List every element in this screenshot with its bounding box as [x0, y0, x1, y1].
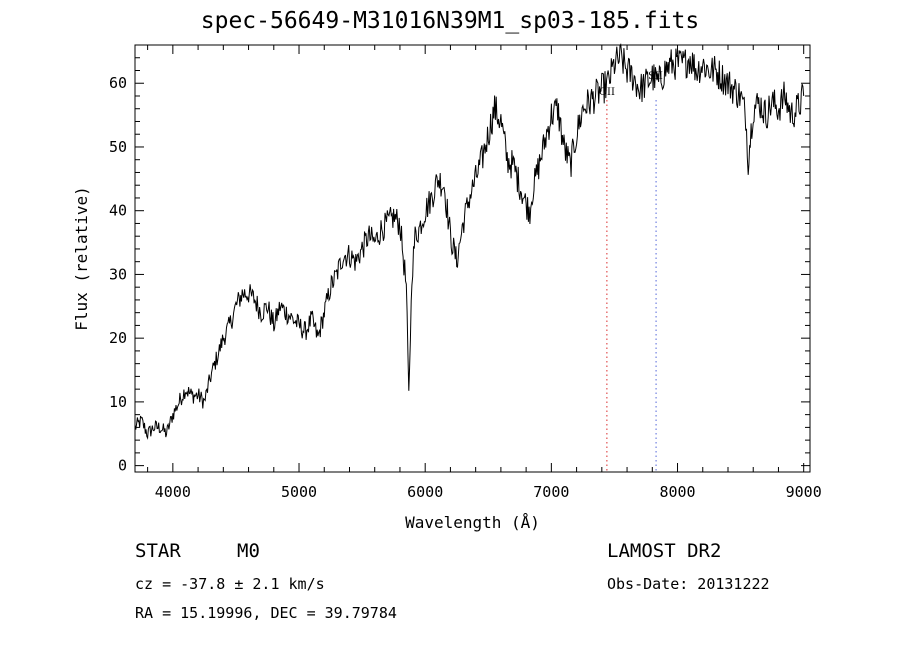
spectrum-line-0	[134, 43, 805, 440]
x-tick-label: 8000	[659, 483, 695, 501]
y-axis-label: Flux (relative)	[72, 186, 91, 331]
y-tick-label: 10	[109, 393, 127, 411]
y-tick-label: 30	[109, 265, 127, 283]
chart-title: spec-56649-M31016N39M1_sp03-185.fits	[200, 8, 700, 34]
object-subclass: M0	[237, 540, 260, 562]
x-tick-label: 6000	[407, 483, 443, 501]
x-tick-label: 9000	[786, 483, 822, 501]
survey-name: LAMOST DR2	[607, 540, 722, 562]
observation-date: Obs-Date: 20131222	[607, 575, 770, 593]
y-tick-label: 50	[109, 138, 127, 156]
line-label-oii: OII	[599, 87, 615, 98]
y-tick-label: 0	[118, 457, 127, 475]
object-class: STAR	[135, 540, 181, 562]
plot-frame	[134, 44, 811, 473]
coordinates: RA = 15.19996, DEC = 39.79784	[135, 604, 397, 622]
x-tick-label: 4000	[155, 483, 191, 501]
y-tick-label: 40	[109, 202, 127, 220]
x-tick-label: 5000	[281, 483, 317, 501]
x-axis-label: Wavelength (Å)	[405, 513, 540, 532]
y-tick-label: 60	[109, 74, 127, 92]
redshift-velocity: cz = -37.8 ± 2.1 km/s	[135, 575, 325, 593]
x-tick-label: 7000	[533, 483, 569, 501]
y-tick-label: 20	[109, 329, 127, 347]
